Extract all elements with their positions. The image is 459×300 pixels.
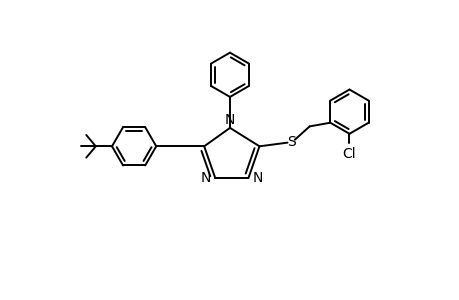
Text: Cl: Cl <box>342 147 356 161</box>
Text: N: N <box>252 171 263 185</box>
Text: N: N <box>200 171 210 185</box>
Text: N: N <box>224 113 235 127</box>
Text: S: S <box>287 135 296 149</box>
